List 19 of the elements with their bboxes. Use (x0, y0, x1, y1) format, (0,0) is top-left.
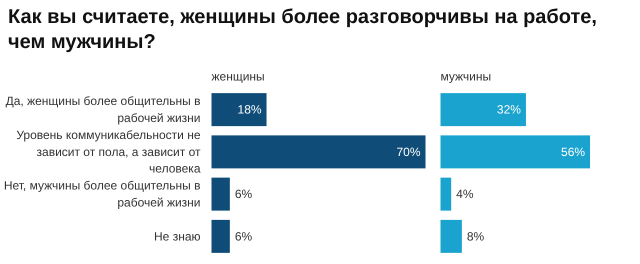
data-label: 70% (396, 144, 421, 159)
y-tick-label: Нет, мужчины более общительны в рабочей жизни (4, 178, 200, 210)
chart-title: Как вы считаете, женщины более разговорчивы на работе, чем мужчины? (8, 5, 598, 55)
bar (440, 135, 590, 168)
data-label: 18% (238, 102, 262, 117)
y-tick-label: Не знаю (154, 229, 201, 244)
data-label: 56% (561, 144, 586, 159)
y-tick-label: Уровень коммуникабельности не зависит от пола, а зависит от человека (16, 128, 202, 176)
bar (440, 178, 452, 211)
data-label: 32% (496, 102, 522, 117)
bar (440, 220, 462, 253)
bar (440, 93, 526, 126)
data-label: 6% (234, 187, 253, 202)
chart-subtitle: мужчины (440, 70, 492, 84)
data-label: 8% (466, 229, 485, 244)
chart-subtitle: женщины (212, 70, 265, 84)
y-tick-label: Да, женщины более общительны в рабочей жизни (6, 94, 201, 126)
data-label: 4% (456, 187, 474, 202)
data-label: 6% (234, 229, 253, 244)
